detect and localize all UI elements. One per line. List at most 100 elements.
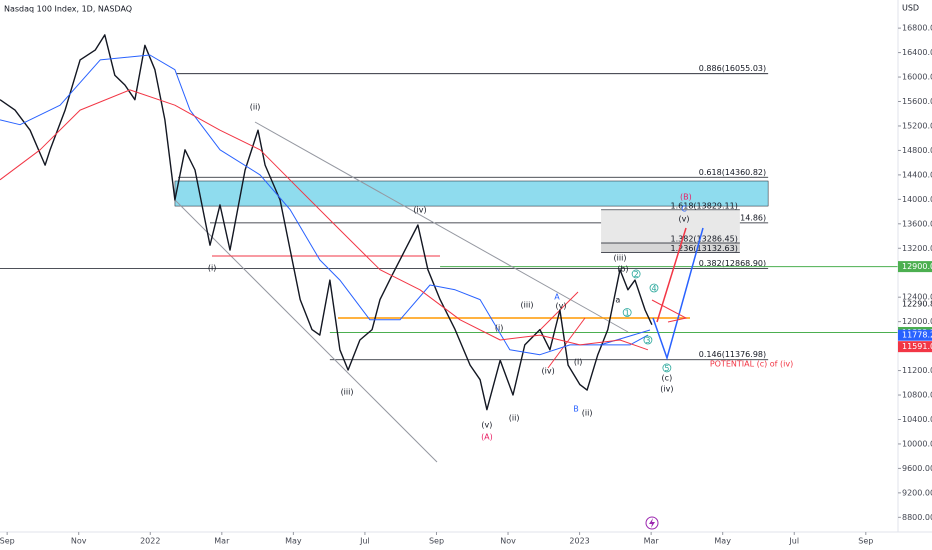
price-axis: [898, 0, 932, 550]
projection: [651, 299, 688, 323]
x-tick-label: Mar: [214, 537, 230, 546]
price-tag-label: 11591.09: [902, 342, 932, 351]
y-tick-label: 10000.00: [902, 439, 932, 448]
x-tick-label: May: [714, 537, 731, 546]
wave-label: (v): [555, 301, 566, 310]
wave-label: (v): [481, 420, 492, 429]
x-tick-label: Sep: [858, 537, 873, 546]
y-tick-label: 16800.00: [902, 24, 932, 33]
projection: [599, 329, 651, 346]
x-tick-label: Sep: [429, 537, 444, 546]
x-tick-label: Sep: [0, 537, 15, 546]
wave-number: 5: [664, 364, 669, 373]
wave-label: (iii): [521, 300, 534, 309]
wave-number: 3: [645, 336, 650, 345]
price-tag: [898, 329, 932, 341]
y-tick-label: 12400.00: [902, 293, 932, 302]
trendline: [174, 199, 438, 463]
wave-label: (i): [208, 263, 216, 272]
y-tick-label: 13200.00: [902, 244, 932, 253]
x-tick-label: 2023: [569, 537, 589, 546]
y-tick-label: 13600.00: [902, 219, 932, 228]
channel-line: [547, 317, 586, 369]
extension-box: [601, 242, 740, 253]
projection: [652, 227, 704, 361]
x-tick-label: Mar: [644, 537, 660, 546]
event-icon: [645, 516, 659, 530]
wave-circle: [631, 269, 641, 279]
wave-label: (iii): [341, 387, 354, 396]
wave-label: (B): [680, 192, 692, 201]
extension-label: 1.618(13829.11): [671, 201, 738, 210]
y-tick-label: 11200.00: [902, 366, 932, 375]
time-axis: [0, 532, 932, 550]
y-tick-label: 14000.00: [902, 195, 932, 204]
y-tick-label: 15200.00: [902, 121, 932, 130]
x-tick-label: May: [285, 537, 302, 546]
x-tick-label: 2022: [140, 537, 160, 546]
wave-number: 4: [651, 284, 656, 293]
wave-label: (iv): [542, 366, 555, 375]
extension-box: [601, 209, 740, 243]
y-tick-label: 16400.00: [902, 48, 932, 57]
wave-circle: [643, 335, 653, 345]
fib-label: 0.146(11376.98): [699, 350, 766, 359]
wave-number: 1: [625, 308, 630, 317]
wave-label: (iii): [614, 253, 627, 262]
extension-label: 1.382(13286.45): [671, 234, 738, 243]
price-tag: [898, 341, 932, 353]
y-tick-label: 15600.00: [902, 97, 932, 106]
x-tick-label: Nov: [500, 537, 516, 546]
extension-label: 1.236(13132.63): [671, 244, 738, 253]
wave-circle: [662, 363, 672, 373]
price-line: [0, 34, 653, 411]
moving-average: [0, 89, 649, 351]
x-tick-label: Jul: [788, 537, 799, 546]
x-tick-label: Jul: [359, 537, 370, 546]
wave-label: (iv): [413, 205, 426, 214]
wave-label: (v): [679, 214, 690, 223]
fib-label: 0.886(16055.03): [699, 64, 766, 73]
wave-label: (i): [495, 323, 503, 332]
projection: [656, 227, 687, 323]
wave-label: C: [681, 204, 687, 213]
fib-label: 0.618(14360.82): [699, 168, 766, 177]
wave-label: POTENTIAL (c) of (iv): [710, 359, 793, 368]
price-tag: [898, 261, 932, 273]
y-tick-label: 9200.00: [902, 488, 932, 497]
wave-circle: [622, 308, 632, 317]
y-tick-label: 14400.00: [902, 170, 932, 179]
chart-title: Nasdaq 100 Index, 1D, NASDAQ: [4, 5, 132, 14]
y-tick-label: 16000.00: [902, 73, 932, 82]
y-tick-label: 9600.00: [902, 464, 932, 473]
wave-label: (ii): [250, 102, 261, 111]
annotation-layer: (ii)(i)(iii)(iv)(v)(A)(iii)(iv)(v)A(i)(i…: [208, 102, 793, 441]
y-tick-label: 14800.00: [902, 146, 932, 155]
y-tick-label: 10800.00: [902, 391, 932, 400]
event-icon: [649, 518, 655, 528]
moving-average: [0, 54, 649, 356]
axis-layer: 8800.00 9200.00 9600.00 10000.00 10400.00 108…: [0, 24, 932, 546]
series-layer: [0, 34, 653, 411]
wave-circle: [649, 283, 659, 293]
wave-label: a: [615, 295, 620, 304]
wave-label: A: [554, 292, 560, 301]
wave-label: B: [573, 404, 579, 413]
currency: USD: [902, 4, 919, 13]
price-tag-label: 11778.28: [902, 331, 932, 340]
fib-label: 0.382(12868.90): [699, 259, 766, 268]
x-tick-label: Nov: [71, 537, 87, 546]
wave-label: (b): [617, 264, 628, 273]
wave-label: (ii): [582, 408, 593, 417]
wave-label: (iv): [660, 384, 673, 393]
wave-number: 2: [634, 270, 639, 279]
levels-layer: 0.886(16055.03)0.618(14360.82)0.5(13614.…: [0, 64, 898, 361]
wave-label: (c): [662, 373, 673, 382]
y-tick-label: 8800.00: [902, 513, 932, 522]
wave-label: (i): [574, 357, 582, 366]
wave-label: (ii): [509, 413, 520, 422]
price-tag-label: 12900.00: [902, 262, 932, 271]
y-tick-label: 12000.00: [902, 317, 932, 326]
trendline: [254, 121, 629, 333]
